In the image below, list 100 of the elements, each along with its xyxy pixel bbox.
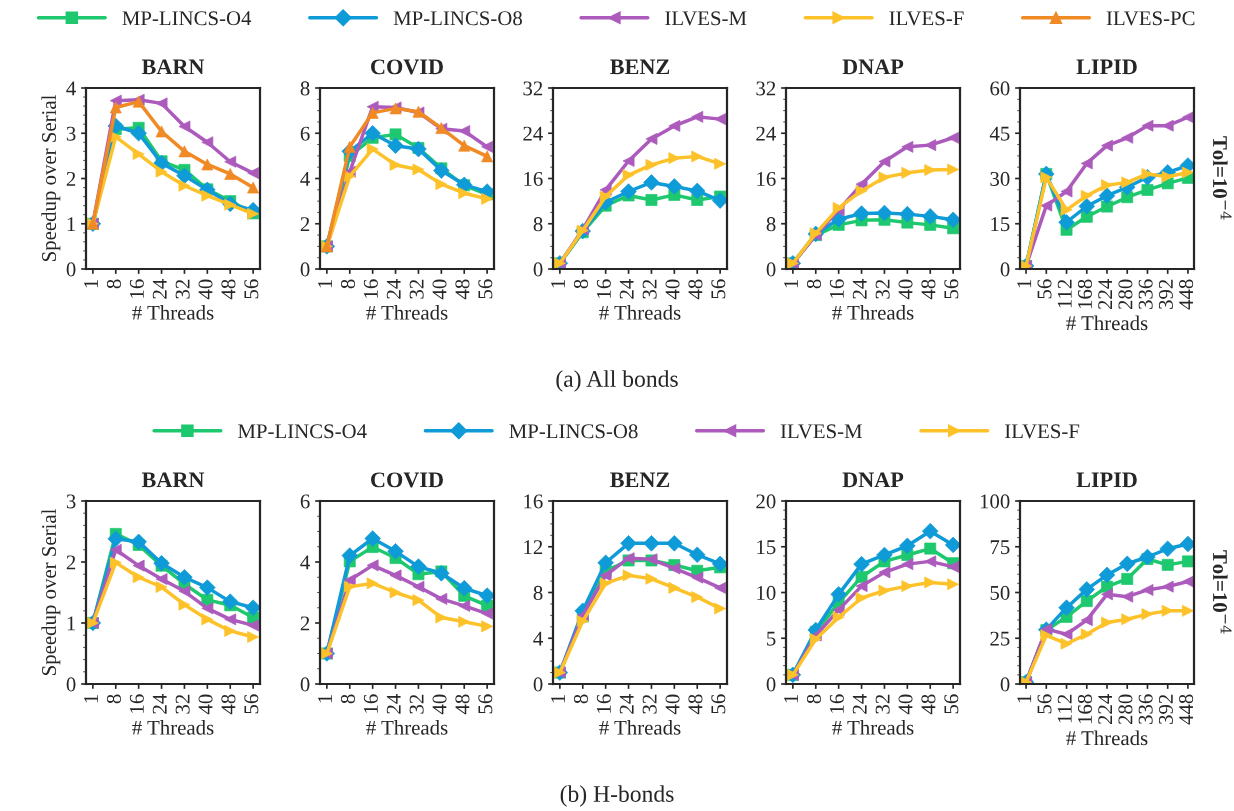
x-tick-label: 56 (711, 694, 726, 714)
y-tick-label: 24 (523, 126, 543, 141)
x-axis-title: # Threads (599, 720, 681, 735)
x-tick-label: 24 (852, 279, 867, 299)
chart-title: BENZ (610, 59, 670, 75)
y-tick-label: 3 (66, 494, 76, 509)
y-tick-label: 16 (524, 494, 543, 509)
y-tick-label: 0 (300, 677, 310, 692)
y-tick-label: 50 (990, 585, 1010, 600)
x-tick-label: 224 (1098, 694, 1113, 725)
y-tick-label: 75 (990, 540, 1010, 555)
x-tick-label: 8 (340, 279, 355, 289)
x-tick-label: 48 (688, 694, 703, 715)
x-tick-label: 40 (432, 694, 447, 715)
y-tick-label: 4 (300, 555, 310, 570)
x-tick-label: 8 (573, 694, 588, 704)
chart-title: DNAP (842, 59, 904, 75)
x-tick-label: 56 (244, 694, 259, 714)
x-tick-label: 24 (152, 694, 167, 714)
x-tick-label: 56 (944, 694, 959, 714)
y-tick-label: 15 (991, 217, 1010, 232)
x-tick-label: 16 (596, 279, 611, 298)
x-tick-label: 24 (619, 694, 634, 714)
y-tick-label: 3 (66, 126, 76, 141)
text: Tol=10$^{−4}$ (1212, 550, 1232, 634)
x-tick-label: 40 (898, 279, 913, 300)
x-tick-label: 16 (363, 279, 378, 298)
y-tick-label: 1 (67, 616, 76, 631)
x-tick-label: 32 (409, 279, 424, 299)
legend-label: MP-LINCS-O8 (393, 11, 522, 26)
x-axis-title: # Threads (132, 720, 214, 735)
x-tick-label: 392 (1158, 279, 1173, 309)
x-tick-label: 8 (573, 279, 588, 289)
legend-label: ILVES-F (889, 11, 964, 26)
x-tick-label: 48 (688, 279, 703, 300)
x-tick-label: 32 (175, 694, 190, 714)
y-tick-label: 0 (300, 262, 310, 277)
x-tick-label: 24 (386, 694, 401, 714)
y-tick-label: 12 (524, 540, 543, 554)
x-tick-label: 168 (1077, 694, 1092, 724)
x-tick-label: 224 (1098, 279, 1113, 310)
x-tick-label: 16 (829, 694, 844, 713)
y-tick-label: 45 (989, 126, 1010, 141)
x-tick-label: 40 (198, 279, 213, 300)
legend-label: MP-LINCS-O4 (122, 11, 252, 26)
y-tick-label: 0 (766, 262, 776, 277)
y-tick-label: 2 (66, 171, 76, 186)
x-tick-label: 40 (665, 694, 680, 715)
y-tick-label: 4 (66, 81, 76, 96)
x-tick-label: 32 (175, 279, 190, 299)
x-tick-label: 1 (318, 694, 332, 703)
legend-label: ILVES-M (780, 424, 862, 439)
y-tick-label: 0 (66, 262, 76, 277)
y-tick-label: 4 (533, 631, 543, 646)
x-tick-label: 112 (1057, 694, 1072, 723)
text: (a) All bonds (556, 370, 678, 392)
chart-title: LIPID (1076, 59, 1137, 75)
x-tick-label: 48 (455, 279, 470, 300)
x-tick-label: 56 (1037, 279, 1052, 299)
x-tick-label: 32 (875, 694, 890, 714)
x-axis-title: # Threads (366, 720, 448, 735)
x-tick-label: 16 (829, 279, 844, 298)
chart-title: BARN (141, 59, 205, 75)
x-tick-label: 16 (129, 694, 144, 713)
y-tick-label: 10 (757, 585, 776, 600)
x-tick-label: 16 (129, 279, 144, 298)
y-tick-label: 0 (1000, 677, 1010, 692)
y-tick-label: 24 (756, 126, 776, 141)
x-tick-label: 48 (221, 279, 236, 300)
y-tick-label: 2 (300, 616, 310, 631)
x-tick-label: 24 (852, 694, 867, 714)
x-tick-label: 280 (1118, 694, 1133, 725)
chart-title: LIPID (1076, 472, 1137, 488)
x-tick-label: 8 (806, 279, 821, 289)
y-tick-label: 5 (767, 631, 776, 646)
x-tick-label: 1 (318, 279, 332, 288)
x-tick-label: 56 (944, 279, 959, 299)
legend-label: ILVES-M (665, 11, 747, 26)
y-tick-label: 8 (533, 585, 543, 600)
x-tick-label: 336 (1138, 279, 1153, 309)
y-tick-label: 8 (300, 81, 310, 96)
x-tick-label: 32 (409, 694, 424, 714)
x-tick-label: 40 (198, 694, 213, 715)
y-tick-label: 0 (1000, 262, 1010, 277)
x-tick-label: 56 (1037, 694, 1052, 714)
y-tick-label: 8 (533, 217, 543, 232)
x-tick-label: 8 (106, 694, 121, 704)
x-axis-title: # Threads (832, 720, 914, 735)
y-tick-label: 4 (300, 172, 310, 186)
x-tick-label: 1 (784, 279, 798, 288)
x-axis-title: # Threads (1066, 730, 1148, 746)
y-tick-label: 0 (533, 262, 543, 277)
y-tick-label: 32 (523, 81, 543, 96)
legend-label: ILVES-PC (1106, 11, 1195, 26)
y-tick-label: 15 (757, 540, 776, 555)
x-tick-label: 112 (1057, 279, 1072, 308)
x-tick-label: 8 (106, 279, 121, 289)
x-tick-label: 8 (340, 694, 355, 704)
y-tick-label: 30 (990, 171, 1010, 186)
y-tick-label: 6 (300, 126, 310, 141)
